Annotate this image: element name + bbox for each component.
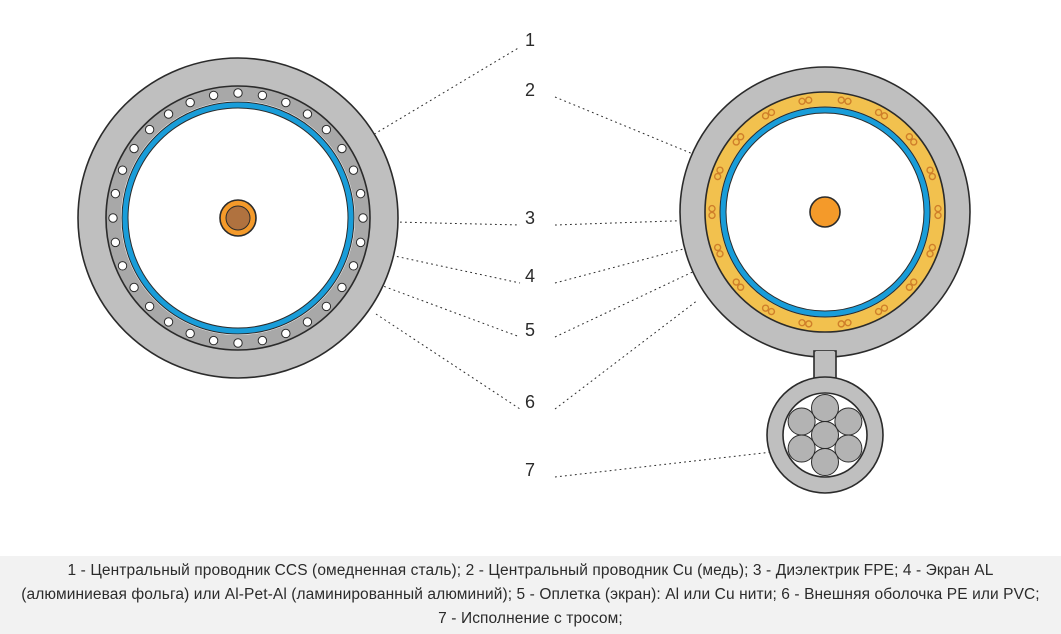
label-6: 6 (520, 393, 540, 411)
left-cable (78, 58, 398, 378)
label-1: 1 (520, 31, 540, 49)
legend-box: 1 - Центральный проводник CCS (омедненна… (0, 556, 1061, 634)
label-3: 3 (520, 209, 540, 227)
label-2: 2 (520, 81, 540, 99)
right-cable (680, 67, 970, 493)
legend-text: 1 - Центральный проводник CCS (омедненна… (0, 559, 1061, 631)
label-7: 7 (520, 461, 540, 479)
diagram-area: 1 2 3 4 5 6 7 (0, 0, 1061, 545)
label-4: 4 (520, 267, 540, 285)
label-5: 5 (520, 321, 540, 339)
